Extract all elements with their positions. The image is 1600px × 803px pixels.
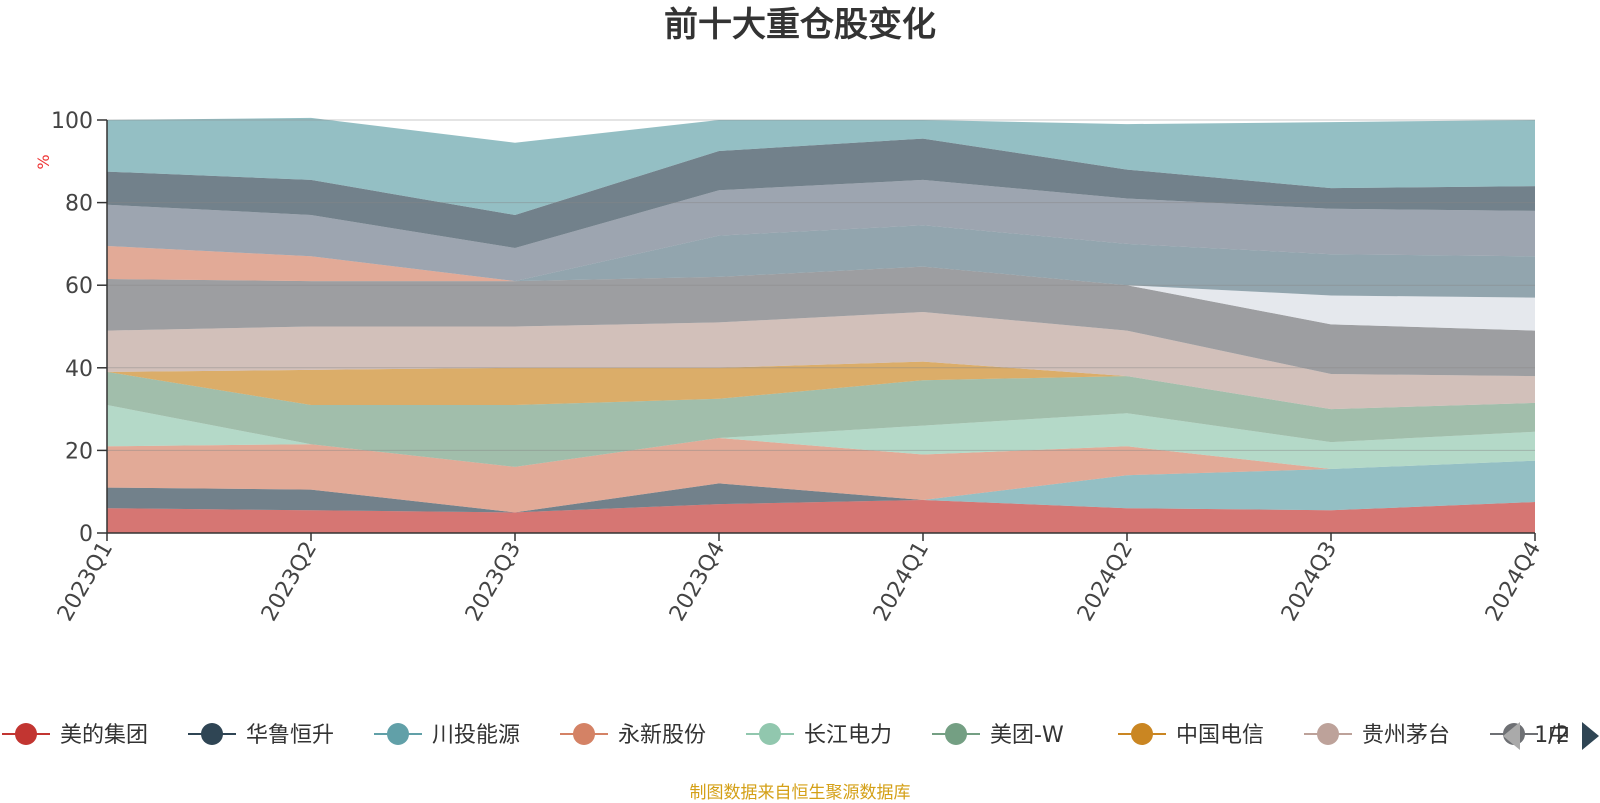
x-tick-label: 2023Q1 [53, 538, 118, 626]
legend-item[interactable]: 美的集团 [2, 723, 148, 748]
chart-title: 前十大重仓股变化 [664, 5, 936, 45]
area-series-0 [107, 500, 1535, 533]
legend-circle-marker [1317, 723, 1339, 745]
legend-circle-marker [387, 723, 409, 745]
area-series-4 [107, 405, 1535, 469]
legend-circle-marker [573, 723, 595, 745]
legend-page-indicator: 1/2 [1534, 723, 1569, 748]
x-tick-label: 2024Q2 [1073, 538, 1138, 626]
x-tick-label: 2023Q2 [257, 538, 322, 626]
legend-item[interactable]: 中国电信 [1118, 723, 1264, 748]
y-tick-label: 40 [65, 357, 93, 382]
area-series-10 [107, 225, 1535, 298]
legend-circle-marker [201, 723, 223, 745]
y-tick-label: 0 [79, 522, 93, 547]
legend-next-page-icon[interactable] [1582, 722, 1599, 750]
legend-item[interactable]: 华鲁恒升 [188, 723, 334, 748]
legend-label: 长江电力 [804, 723, 892, 748]
legend-item[interactable]: 贵州茅台 [1304, 723, 1450, 748]
legend-label: 中国电信 [1176, 723, 1264, 748]
legend-label: 中 [1548, 723, 1570, 748]
y-tick-label: 100 [51, 109, 93, 134]
area-series-5 [107, 371, 1535, 467]
legend[interactable]: 美的集团 华鲁恒升 川投能源 永新股份 长江电力 美团-W 中国电信 贵州茅台 中1/2 [2, 722, 1599, 750]
x-tick-label: 2024Q3 [1277, 538, 1342, 626]
x-tick-label: 2024Q4 [1481, 538, 1546, 626]
legend-prev-page-icon[interactable] [1503, 722, 1520, 750]
area-series-13 [107, 138, 1535, 248]
legend-label: 贵州茅台 [1362, 723, 1450, 748]
legend-item[interactable]: 永新股份 [560, 723, 706, 748]
area-series-12 [107, 179, 1535, 282]
x-tick-label: 2023Q3 [461, 538, 526, 626]
legend-item[interactable]: 川投能源 [374, 723, 520, 748]
legend-item[interactable]: 美团-W [932, 723, 1064, 748]
legend-label: 永新股份 [618, 723, 706, 748]
legend-item[interactable]: 长江电力 [746, 723, 892, 748]
y-tick-label: 60 [65, 274, 93, 299]
legend-circle-marker [15, 723, 37, 745]
area-series-9 [107, 266, 1535, 331]
area-series-6 [107, 361, 1535, 410]
grid-lines [107, 119, 1535, 451]
legend-circle-marker [759, 723, 781, 745]
area-series-7 [107, 312, 1535, 410]
legend-label: 美的集团 [60, 723, 148, 748]
x-tick-label: 2024Q1 [869, 538, 934, 626]
area-series-14 [107, 117, 1535, 215]
legend-label: 华鲁恒升 [246, 723, 334, 748]
footer-note: 制图数据来自恒生聚源数据库 [689, 783, 911, 803]
legend-circle-marker [945, 723, 967, 745]
y-tick-label: 80 [65, 192, 93, 217]
area-series-1 [107, 483, 1535, 513]
x-tick-label: 2023Q4 [665, 538, 730, 626]
legend-circle-marker [1131, 723, 1153, 745]
area-series-11 [107, 225, 1535, 282]
area-series-2 [107, 460, 1535, 513]
y-tick-label: 20 [65, 439, 93, 464]
y-axis-unit: % [34, 154, 53, 169]
legend-label: 川投能源 [432, 723, 520, 748]
stacked-areas [107, 117, 1535, 533]
legend-pager[interactable]: 1/2 [1503, 722, 1599, 750]
area-series-3 [107, 438, 1535, 513]
area-series-8 [107, 266, 1535, 377]
legend-label: 美团-W [990, 723, 1064, 748]
